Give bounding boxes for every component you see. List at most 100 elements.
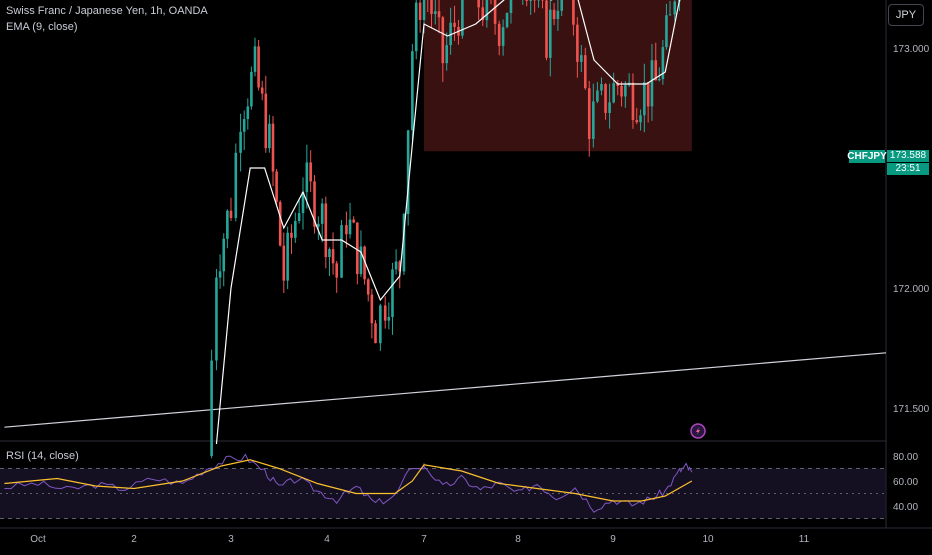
rsi-tick-label: 60.00 <box>893 477 918 488</box>
candle-body <box>442 17 445 63</box>
time-tick-label: 7 <box>421 534 427 545</box>
candle-body <box>620 86 623 97</box>
candle-body <box>321 203 324 223</box>
candle-body <box>279 202 282 246</box>
candle-body <box>210 361 213 456</box>
candle-body <box>309 162 312 181</box>
candle-body <box>230 211 233 218</box>
lightning-icon <box>691 424 705 438</box>
candle-body <box>525 0 528 1</box>
candle-body <box>371 295 374 324</box>
symbol-badge: CHFJPY <box>849 150 885 163</box>
candle-body <box>635 120 638 122</box>
time-tick-label: 11 <box>799 534 810 545</box>
candle-body <box>286 233 289 281</box>
candle-body <box>332 249 335 263</box>
candle-body <box>506 13 509 27</box>
candle-body <box>673 1 676 14</box>
candle-body <box>328 249 331 257</box>
candle-body <box>374 323 377 343</box>
candle-body <box>360 247 363 275</box>
candle-body <box>529 0 532 1</box>
candle-body <box>596 90 599 101</box>
candle-body <box>658 79 661 80</box>
candle-body <box>384 305 387 320</box>
candle-body <box>340 225 343 278</box>
rsi-layer <box>0 454 886 518</box>
candle-body <box>261 88 264 94</box>
candle-body <box>345 225 348 234</box>
currency-button[interactable]: JPY <box>888 4 924 26</box>
last-price: 173.588 <box>887 150 929 162</box>
candle-body <box>411 51 414 130</box>
candle-body <box>560 0 563 11</box>
candle-body <box>215 278 218 361</box>
candle-body <box>294 221 297 238</box>
trendline <box>4 353 886 427</box>
candle-body <box>335 263 338 277</box>
candle-body <box>498 24 501 46</box>
candle-body <box>272 124 275 172</box>
trendline-layer <box>4 353 886 427</box>
time-tick-label: 3 <box>228 534 234 545</box>
candle-body <box>250 72 253 106</box>
bar-countdown: 23:51 <box>887 163 929 175</box>
candle-body <box>290 233 293 238</box>
rsi-legend[interactable]: RSI (14, close) <box>6 450 79 462</box>
candle-body <box>604 84 607 113</box>
candle-body <box>477 0 480 7</box>
candle-body <box>222 239 225 272</box>
candle-body <box>247 106 250 119</box>
candle-body <box>391 269 394 317</box>
candle-body <box>632 83 635 120</box>
candle-body <box>298 213 301 221</box>
candle-body <box>592 101 595 138</box>
candle-body <box>419 3 422 20</box>
time-tick-label: 10 <box>702 534 714 545</box>
time-tick-label: 9 <box>610 534 616 545</box>
candle-body <box>434 11 437 14</box>
candle-body <box>254 46 257 72</box>
candle-body <box>275 172 278 202</box>
candle-body <box>665 15 668 47</box>
candle-body <box>415 3 418 52</box>
candle-body <box>388 317 391 321</box>
symbol-title: Swiss Franc / Japanese Yen, 1h, OANDA <box>6 5 208 17</box>
candle-body <box>239 132 242 153</box>
candle-body <box>226 211 229 239</box>
candle-body <box>612 83 615 102</box>
candle-body <box>510 0 513 13</box>
candle-body <box>549 10 552 58</box>
last-price-badge: 173.588 23:51 <box>887 150 929 175</box>
price-tick-label: 171.500 <box>893 404 930 415</box>
candle-body <box>395 262 398 270</box>
candle-body <box>651 60 654 106</box>
candle-body <box>557 11 560 19</box>
candle-body <box>317 224 320 227</box>
candle-body <box>502 27 505 46</box>
candle-body <box>438 11 441 17</box>
candle-body <box>572 0 575 25</box>
candle-body <box>643 82 646 115</box>
candle-body <box>545 0 548 57</box>
candle-body <box>494 0 497 24</box>
candle-body <box>588 88 591 139</box>
candle-body <box>600 84 603 90</box>
candle-body <box>453 23 456 27</box>
ema-legend[interactable]: EMA (9, close) <box>6 21 78 33</box>
candle-body <box>624 85 627 96</box>
candle-body <box>325 203 328 257</box>
candle-body <box>257 46 260 87</box>
time-tick-label: 8 <box>515 534 521 545</box>
candle-body <box>306 162 309 192</box>
candle-body <box>430 0 433 14</box>
candle-body <box>576 25 579 62</box>
rsi-tick-label: 40.00 <box>893 502 918 513</box>
time-tick-label: Oct <box>30 534 46 545</box>
time-tick-label: 4 <box>324 534 330 545</box>
candle-body <box>265 94 268 149</box>
candle-body <box>268 124 271 148</box>
price-tick-label: 172.000 <box>893 284 930 295</box>
